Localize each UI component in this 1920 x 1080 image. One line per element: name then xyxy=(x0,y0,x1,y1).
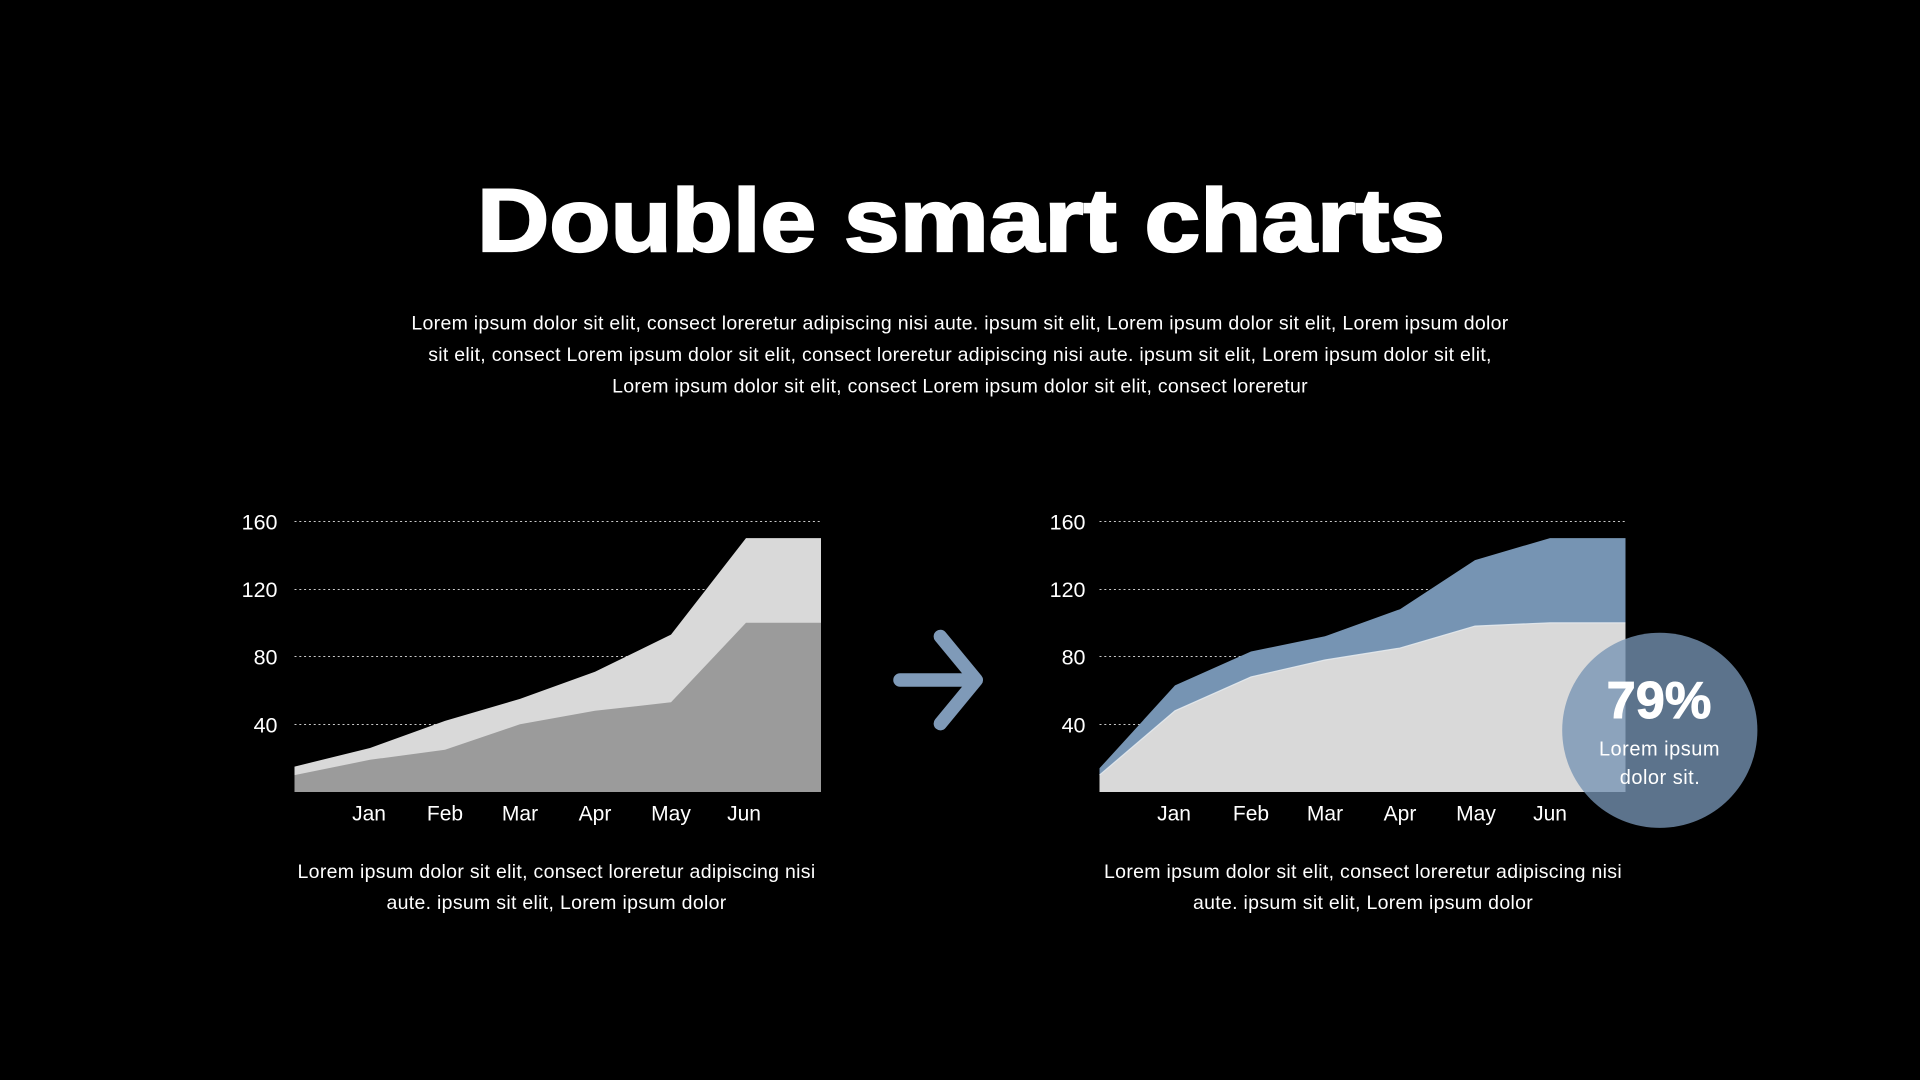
svg-text:Lorem ipsum: Lorem ipsum xyxy=(1599,739,1720,761)
svg-text:Lorem ipsum dolor sit elit, co: Lorem ipsum dolor sit elit, consect lore… xyxy=(1104,861,1622,883)
svg-text:Jun: Jun xyxy=(1533,803,1567,826)
svg-text:Mar: Mar xyxy=(1307,803,1343,826)
svg-text:Jan: Jan xyxy=(352,803,386,826)
svg-text:Feb: Feb xyxy=(1233,803,1269,826)
svg-text:Apr: Apr xyxy=(1384,803,1417,826)
svg-text:Apr: Apr xyxy=(579,803,612,826)
svg-text:120: 120 xyxy=(1050,578,1086,602)
svg-text:Jun: Jun xyxy=(727,803,761,826)
svg-text:79%: 79% xyxy=(1607,672,1712,730)
svg-text:aute. ipsum sit elit, Lorem ip: aute. ipsum sit elit, Lorem ipsum dolor xyxy=(386,892,726,914)
svg-text:aute. ipsum sit elit, Lorem ip: aute. ipsum sit elit, Lorem ipsum dolor xyxy=(1193,892,1533,914)
svg-text:sit elit, consect Lorem ipsum: sit elit, consect Lorem ipsum dolor sit … xyxy=(428,344,1492,366)
svg-text:May: May xyxy=(651,803,691,826)
svg-text:Mar: Mar xyxy=(502,803,538,826)
svg-text:Lorem ipsum dolor sit elit, co: Lorem ipsum dolor sit elit, consect lore… xyxy=(298,861,816,883)
svg-text:dolor sit.: dolor sit. xyxy=(1620,767,1701,789)
svg-text:80: 80 xyxy=(254,646,278,670)
svg-text:Lorem ipsum dolor sit elit, co: Lorem ipsum dolor sit elit, consect Lore… xyxy=(612,376,1308,398)
svg-text:May: May xyxy=(1456,803,1496,826)
svg-text:Lorem ipsum dolor sit elit, co: Lorem ipsum dolor sit elit, consect lore… xyxy=(411,313,1508,335)
svg-text:40: 40 xyxy=(1062,713,1086,737)
svg-text:Double smart charts: Double smart charts xyxy=(477,170,1445,270)
svg-text:80: 80 xyxy=(1062,646,1086,670)
svg-text:160: 160 xyxy=(1050,510,1086,534)
svg-text:Jan: Jan xyxy=(1157,803,1191,826)
svg-text:120: 120 xyxy=(242,578,278,602)
svg-text:40: 40 xyxy=(254,713,278,737)
svg-text:Feb: Feb xyxy=(427,803,463,826)
svg-text:160: 160 xyxy=(242,510,278,534)
